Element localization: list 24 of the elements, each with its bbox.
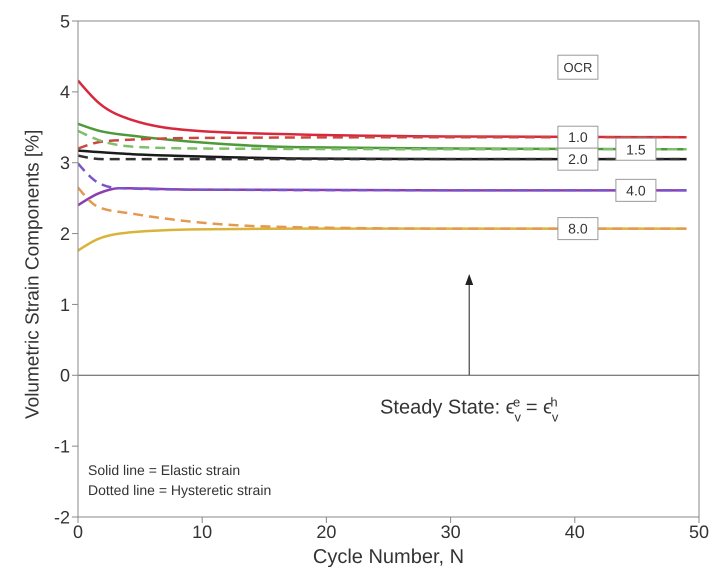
annotation: Solid line = Elastic strain [88,462,240,478]
x-tick-label: 50 [688,522,710,542]
y-tick-label: 4 [60,82,70,102]
y-tick-label: -2 [54,507,70,528]
y-tick-label: -1 [54,436,70,457]
y-tick-label: 0 [60,366,70,386]
legend-title: OCR [563,60,592,76]
y-tick-label: 2 [60,224,70,244]
x-axis-title: Cycle Number, N [312,546,464,568]
series-label: 1.0 [568,129,588,146]
x-tick-label: 0 [72,522,84,542]
y-tick-label: 1 [60,294,70,315]
series-label: 4.0 [626,182,646,198]
annotation: Dotted line = Hysteretic strain [88,482,272,498]
x-tick-label: 20 [316,522,336,542]
y-tick-label: 5 [60,11,70,32]
x-tick-label: 10 [192,522,212,542]
y-axis-title: Volumetric Strain Components [%] [22,130,44,419]
y-tick-label: 3 [60,153,70,174]
x-tick-label: 40 [564,522,585,542]
x-tick-label: 30 [440,522,461,542]
series-label: 8.0 [568,220,588,237]
series-label: 2.0 [568,151,588,168]
series-label: 1.5 [626,141,646,158]
